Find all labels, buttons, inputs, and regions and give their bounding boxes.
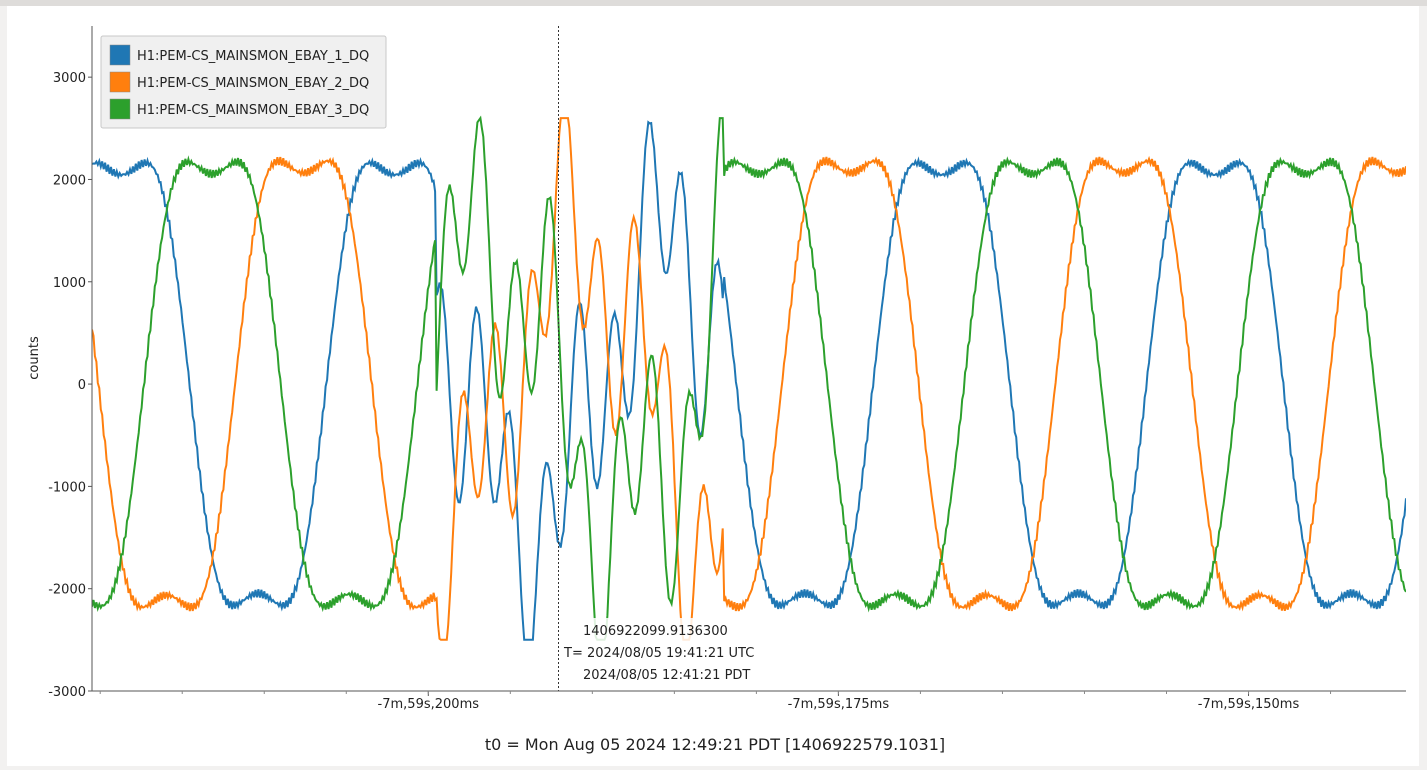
legend-swatch-green: [109, 98, 131, 120]
y-tick-label: -1000: [48, 480, 86, 495]
legend[interactable]: H1:PEM-CS_MAINSMON_EBAY_1_DQ H1:PEM-CS_M…: [100, 35, 387, 129]
legend-label-ebay-2: H1:PEM-CS_MAINSMON_EBAY_2_DQ: [137, 76, 369, 91]
x-axis-label: t0 = Mon Aug 05 2024 12:49:21 PDT [14069…: [485, 735, 945, 754]
legend-item-ebay-3[interactable]: H1:PEM-CS_MAINSMON_EBAY_3_DQ: [109, 98, 369, 120]
y-tick-label: 3000: [53, 71, 86, 86]
series-line-3[interactable]: [92, 115, 1406, 641]
y-axis-label: counts: [27, 336, 42, 380]
plot-area[interactable]: [92, 26, 1406, 691]
legend-swatch-orange: [109, 71, 131, 93]
legend-item-ebay-1[interactable]: H1:PEM-CS_MAINSMON_EBAY_1_DQ: [109, 44, 369, 66]
crosshair-gps: 1406922099.9136300: [583, 624, 728, 639]
x-tick-label: -7m,59s,150ms: [1198, 697, 1300, 712]
y-tick-label: -3000: [48, 685, 86, 700]
crosshair-readout: 1406922099.9136300 T= 2024/08/05 19:41:2…: [562, 618, 754, 688]
window-top-border: [0, 0, 1427, 6]
crosshair-utc: T= 2024/08/05 19:41:21 UTC: [563, 646, 754, 661]
series-line-2[interactable]: [92, 117, 1406, 641]
legend-swatch-blue: [109, 44, 131, 66]
x-tick-label: -7m,59s,175ms: [788, 697, 890, 712]
y-tick-label: 0: [78, 378, 86, 393]
legend-label-ebay-3: H1:PEM-CS_MAINSMON_EBAY_3_DQ: [137, 103, 369, 118]
y-tick-label: 2000: [53, 173, 86, 188]
x-tick-label: -7m,59s,200ms: [378, 697, 480, 712]
series-line-1[interactable]: [92, 120, 1406, 641]
y-tick-label: 1000: [53, 276, 86, 291]
legend-label-ebay-1: H1:PEM-CS_MAINSMON_EBAY_1_DQ: [137, 49, 369, 64]
crosshair-local: 2024/08/05 12:41:21 PDT: [583, 668, 750, 683]
legend-item-ebay-2[interactable]: H1:PEM-CS_MAINSMON_EBAY_2_DQ: [109, 71, 369, 93]
y-tick-label: -2000: [48, 583, 86, 598]
